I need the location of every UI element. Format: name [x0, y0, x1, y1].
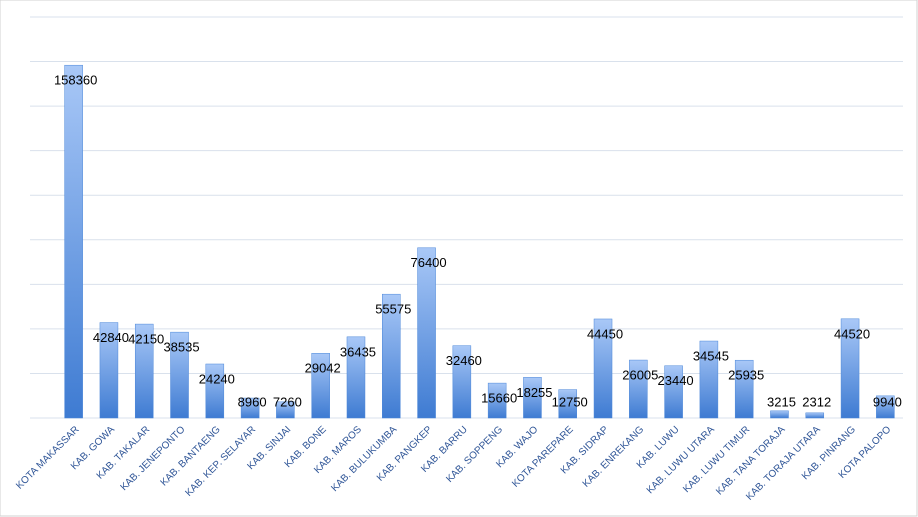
value-label: 7260 — [273, 394, 302, 409]
bar — [417, 247, 436, 419]
value-label: 9940 — [873, 394, 902, 409]
value-label: 42150 — [128, 332, 164, 347]
value-label: 18255 — [516, 385, 552, 400]
bar — [205, 363, 225, 419]
value-label: 32460 — [446, 353, 482, 368]
bar — [240, 397, 260, 419]
value-label: 42840 — [93, 330, 129, 345]
value-label: 26005 — [622, 368, 658, 383]
bar — [699, 340, 719, 419]
bar — [770, 410, 789, 419]
value-label: 44520 — [834, 326, 870, 341]
value-label: 25935 — [728, 368, 764, 383]
value-label: 29042 — [305, 361, 341, 376]
value-label: 55575 — [375, 302, 411, 317]
bar — [382, 293, 401, 419]
value-label: 158360 — [54, 73, 97, 88]
bar — [99, 322, 119, 419]
bar — [170, 331, 189, 419]
value-label: 76400 — [410, 255, 446, 270]
value-label: 24240 — [199, 371, 235, 386]
bar — [734, 359, 754, 419]
value-label: 36435 — [340, 344, 376, 359]
value-label: 15660 — [481, 391, 517, 406]
bar — [558, 389, 577, 419]
bar — [523, 377, 542, 419]
value-label: 12750 — [552, 394, 588, 409]
bar — [805, 412, 825, 419]
bar — [346, 336, 366, 419]
value-label: 23440 — [658, 373, 694, 388]
bar — [487, 382, 507, 419]
bar — [840, 318, 860, 419]
bar — [876, 395, 895, 419]
bar — [276, 401, 295, 419]
value-label: 2312 — [802, 394, 831, 409]
bar — [64, 64, 83, 419]
value-label: 8960 — [238, 394, 267, 409]
bar — [664, 365, 683, 419]
bar — [629, 359, 648, 419]
value-label: 3215 — [767, 394, 796, 409]
bar — [593, 318, 613, 419]
value-label: 34545 — [693, 348, 729, 363]
value-label: 44450 — [587, 326, 623, 341]
bar — [311, 353, 330, 419]
value-label: 38535 — [163, 340, 199, 355]
bar — [134, 323, 154, 419]
bar — [452, 345, 472, 419]
